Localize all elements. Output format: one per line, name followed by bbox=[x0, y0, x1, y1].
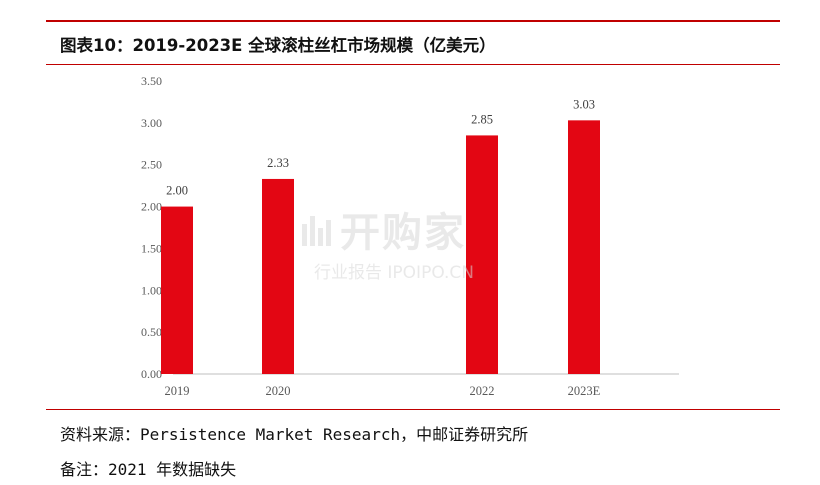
x-tick-label: 2019 bbox=[165, 384, 190, 398]
y-tick-label: 0.00 bbox=[141, 367, 162, 381]
title-bar: 图表10：2019-2023E 全球滚柱丝杠市场规模（亿美元） bbox=[46, 20, 780, 65]
watermark-subtext: 行业报告 IPOIPO.CN bbox=[314, 263, 474, 283]
y-tick-label: 2.50 bbox=[141, 158, 162, 172]
x-tick-label: 2022 bbox=[470, 384, 495, 398]
watermark-logo-icon bbox=[302, 216, 331, 246]
data-label: 3.03 bbox=[573, 97, 595, 111]
watermark-text: 开购家 bbox=[340, 210, 466, 256]
chart-title: 图表10：2019-2023E 全球滚柱丝杠市场规模（亿美元） bbox=[60, 36, 496, 55]
bar-2019 bbox=[161, 206, 193, 374]
data-label: 2.85 bbox=[471, 112, 493, 126]
bar-chart: 0.00 0.50 1.00 1.50 2.00 2.50 3.00 3.50 2.00 2.3… bbox=[141, 74, 679, 398]
watermark: 开购家 行业报告 IPOIPO.CN bbox=[300, 200, 530, 290]
y-axis-ticks: 0.00 0.50 1.00 1.50 2.00 2.50 3.00 3.50 bbox=[141, 74, 162, 381]
remark-note: 备注：2021 年数据缺失 bbox=[60, 460, 237, 479]
data-labels: 2.00 2.33 2.85 3.03 bbox=[166, 97, 595, 197]
x-tick-label: 2023E bbox=[568, 384, 601, 398]
y-tick-label: 0.50 bbox=[141, 325, 162, 339]
y-tick-label: 1.00 bbox=[141, 283, 162, 297]
y-tick-label: 3.00 bbox=[141, 116, 162, 130]
data-label: 2.33 bbox=[267, 156, 289, 170]
bottom-rule bbox=[46, 409, 780, 410]
x-tick-label: 2020 bbox=[266, 384, 291, 398]
bar-2020 bbox=[262, 178, 294, 374]
y-tick-label: 3.50 bbox=[141, 74, 162, 88]
y-tick-label: 1.50 bbox=[141, 241, 162, 255]
x-axis-ticks: 2019 2020 2022 2023E bbox=[165, 384, 601, 398]
bar-2023E bbox=[568, 120, 600, 374]
y-tick-label: 2.00 bbox=[141, 200, 162, 214]
data-label: 2.00 bbox=[166, 184, 188, 198]
bars bbox=[161, 120, 600, 374]
bar-2022 bbox=[466, 135, 498, 374]
source-note: 资料来源：Persistence Market Research，中邮证券研究所 bbox=[60, 425, 529, 444]
